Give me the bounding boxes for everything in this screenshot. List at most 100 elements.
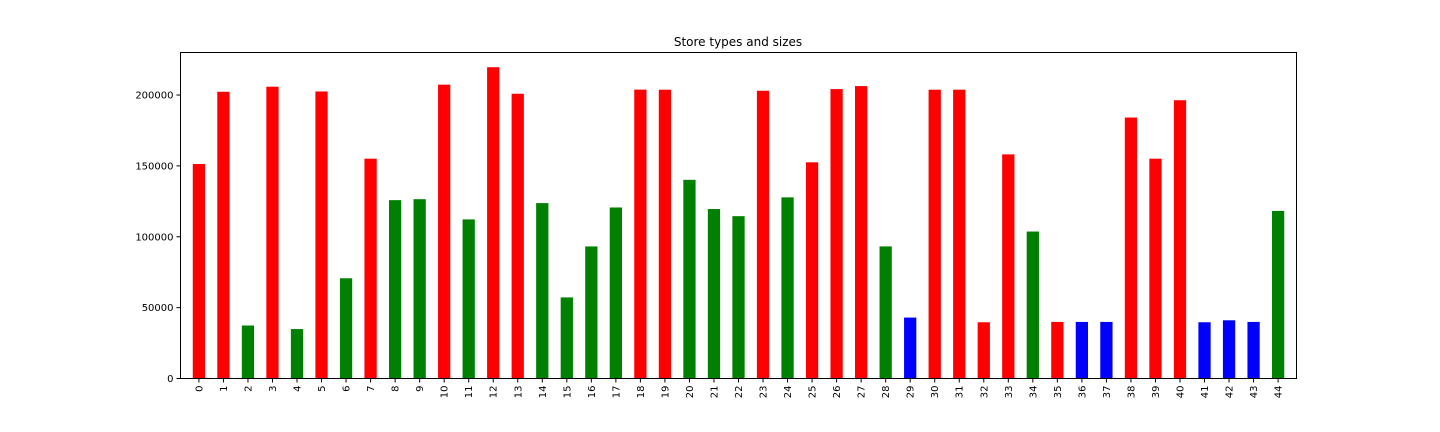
y-tick-label: 150000	[135, 161, 173, 172]
bar-9	[413, 199, 426, 379]
x-tick-label: 14	[538, 386, 549, 399]
bar-13	[511, 93, 524, 379]
x-tick-label: 19	[660, 386, 671, 399]
bar-28	[879, 246, 892, 379]
chart-title: Store types and sizes	[674, 35, 802, 49]
bar-27	[855, 86, 868, 379]
x-tick-label: 40	[1175, 386, 1186, 399]
x-tick-label: 44	[1274, 386, 1285, 399]
bar-4	[290, 329, 304, 379]
x-tick-label: 24	[783, 386, 794, 399]
x-tick-label: 13	[513, 386, 524, 399]
x-tick-label: 23	[759, 386, 770, 399]
bar-19	[658, 89, 672, 379]
x-tick-label: 25	[808, 386, 819, 399]
bar-43	[1247, 321, 1260, 379]
bar-24	[781, 197, 794, 379]
y-tick-label: 200000	[135, 91, 173, 102]
bar-10	[438, 84, 451, 379]
x-tick-label: 6	[342, 386, 353, 392]
x-tick-label: 38	[1126, 386, 1137, 399]
bar-39	[1149, 158, 1162, 379]
bar-16	[585, 246, 598, 379]
x-tick-label: 2	[243, 386, 254, 392]
x-tick-label: 1	[219, 386, 230, 392]
bar-42	[1222, 320, 1236, 379]
bar-11	[462, 219, 475, 379]
y-tick-label: 50000	[142, 303, 174, 314]
bar-12	[487, 67, 500, 379]
bar-29	[904, 317, 917, 379]
x-tick-label: 30	[930, 386, 941, 399]
x-tick-label: 34	[1028, 386, 1039, 399]
x-tick-label: 8	[391, 386, 402, 392]
x-tick-label: 11	[464, 386, 475, 399]
bar-26	[830, 89, 843, 379]
bar-5	[315, 91, 328, 379]
bars-group	[192, 67, 1285, 379]
bar-44	[1271, 210, 1285, 379]
x-tick-label: 15	[562, 386, 573, 399]
x-tick-label: 28	[881, 386, 892, 399]
bar-30	[928, 89, 941, 379]
bar-17	[609, 207, 622, 379]
x-tick-label: 3	[268, 386, 279, 392]
x-tick-label: 5	[317, 386, 328, 392]
bar-2	[241, 325, 255, 379]
x-tick-label: 10	[440, 386, 451, 399]
bar-31	[953, 89, 966, 379]
x-tick-label: 31	[955, 386, 966, 399]
bar-36	[1075, 321, 1089, 379]
bar-35	[1051, 321, 1064, 379]
bar-18	[634, 89, 647, 379]
x-tick-label: 41	[1200, 386, 1211, 399]
x-tick-label: 12	[489, 386, 500, 399]
y-axis: 0 50000 100000 150000 200000	[135, 91, 181, 385]
bar-34	[1026, 231, 1039, 379]
x-tick-label: 0	[194, 386, 205, 392]
bar-8	[388, 200, 402, 379]
bar-7	[364, 158, 377, 379]
bar-21	[707, 209, 721, 379]
x-tick-label: 35	[1053, 386, 1064, 399]
x-tick-label: 16	[587, 386, 598, 399]
bar-6	[339, 278, 353, 379]
bar-20	[683, 179, 696, 379]
x-axis: 0 1 2 3 4 5 6 7 8 9 10 11 12 13 14 15 16 17 18 19 20 21 22 23 24…	[194, 378, 1285, 399]
bar-23	[756, 90, 770, 379]
x-tick-label: 20	[685, 386, 696, 399]
x-tick-label: 26	[832, 386, 843, 399]
bar-33	[1002, 154, 1015, 379]
x-tick-label: 36	[1077, 386, 1088, 399]
bar-22	[732, 216, 745, 379]
bar-0	[192, 164, 206, 379]
bar-1	[217, 91, 230, 379]
x-tick-label: 37	[1102, 386, 1113, 399]
x-tick-label: 4	[293, 386, 304, 392]
x-tick-label: 33	[1004, 386, 1015, 399]
bar-25	[805, 162, 819, 379]
y-tick-label: 0	[167, 374, 173, 385]
bar-37	[1100, 321, 1113, 379]
bar-38	[1124, 117, 1138, 379]
x-tick-label: 43	[1249, 386, 1260, 399]
x-tick-label: 17	[611, 386, 622, 399]
plot-frame	[180, 52, 1297, 379]
y-tick-label: 100000	[135, 232, 173, 243]
x-tick-label: 22	[734, 386, 745, 399]
x-tick-label: 21	[709, 386, 720, 399]
x-tick-label: 18	[636, 386, 647, 399]
x-tick-label: 32	[979, 386, 990, 399]
bar-15	[560, 297, 573, 379]
bar-3	[266, 86, 279, 379]
bar-32	[977, 322, 990, 379]
x-tick-label: 39	[1151, 386, 1162, 399]
bar-40	[1173, 100, 1187, 379]
x-tick-label: 42	[1225, 386, 1236, 399]
x-tick-label: 7	[366, 386, 377, 392]
x-tick-label: 29	[906, 386, 917, 399]
bar-41	[1198, 322, 1211, 379]
x-tick-label: 9	[415, 386, 426, 392]
x-tick-label: 27	[857, 386, 868, 399]
